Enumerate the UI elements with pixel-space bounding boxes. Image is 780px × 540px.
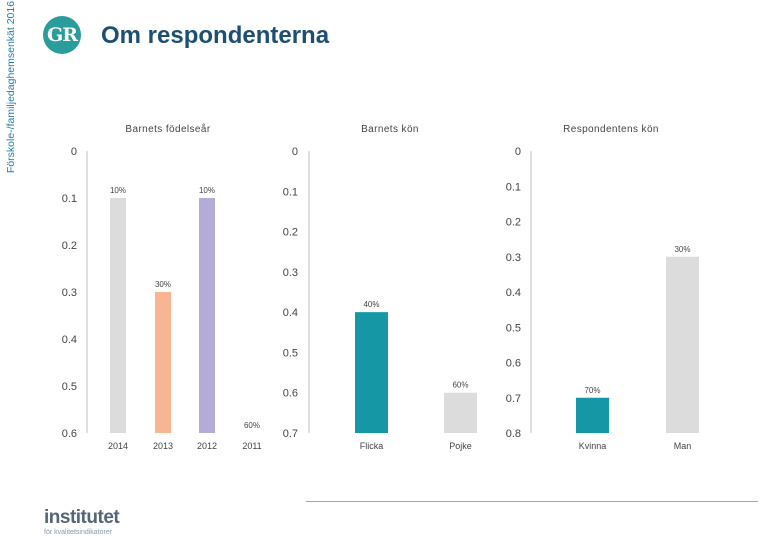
- chart-2-y-tick-label: 0.7: [283, 428, 298, 440]
- chart-2-y-tick-label: 0.3: [283, 267, 298, 279]
- gr-logo-text: GR: [46, 24, 78, 46]
- chart-3-bar-man: [666, 256, 699, 433]
- chart-1-y-tick-label: 0.1: [62, 193, 77, 205]
- chart-3-y-tick-label: 0.1: [506, 181, 521, 193]
- chart-2-y-tick-label: 0.5: [283, 347, 298, 359]
- chart-3-y-tick-label: 0.2: [506, 217, 521, 229]
- chart-2-y-tick-label: 0: [292, 146, 298, 158]
- chart-1-data-label: 60%: [244, 421, 260, 430]
- chart-2-y-tick-label: 0.1: [283, 186, 298, 198]
- footer-brand-name: institutet: [44, 507, 120, 528]
- chart-3-title: Respondentens kön: [563, 124, 659, 135]
- chart-1-category-label: 2012: [197, 441, 217, 451]
- chart-2-y-tick-label: 0.4: [283, 307, 298, 319]
- chart-1-title: Barnets födelseår: [125, 123, 210, 135]
- chart-1-category-label: 2013: [153, 441, 173, 451]
- chart-1-category-label: 2011: [242, 441, 261, 451]
- chart-1-bar-2014: [110, 198, 126, 433]
- chart-1-bar-2012: [199, 198, 215, 433]
- chart-3-y-tick-label: 0.3: [506, 252, 521, 264]
- chart-2-bar-flicka: [355, 312, 388, 433]
- chart-1-data-label: 10%: [199, 186, 215, 195]
- footer-brand-tagline: för kvalitetsindikatorer: [44, 529, 113, 536]
- chart-2-y-tick-label: 0.2: [283, 227, 298, 239]
- chart-1-category-label: 2014: [108, 441, 128, 451]
- chart-3-y-tick-label: 0.4: [506, 287, 521, 299]
- chart-1-bar-2013: [155, 292, 171, 433]
- footer-brand-logo: institutet för kvalitetsindikatorer: [44, 507, 120, 537]
- chart-3-bar-kvinna: [576, 397, 609, 433]
- chart-3-y-tick-label: 0.8: [506, 428, 521, 440]
- chart-1-y-tick-label: 0: [71, 146, 77, 158]
- chart-1-data-label: 10%: [110, 186, 126, 195]
- chart-2-data-label: 40%: [363, 300, 379, 309]
- chart-1-y-tick-label: 0.5: [62, 381, 77, 393]
- chart-2-category-label: Flicka: [360, 441, 384, 451]
- chart-2-bar-pojke: [444, 392, 477, 433]
- chart-3-category-label: Kvinna: [579, 441, 607, 451]
- page-title: Om respondenterna: [101, 22, 330, 49]
- gr-logo: GR: [43, 16, 81, 54]
- chart-1-y-tick-label: 0.3: [62, 287, 77, 299]
- chart-3-data-label: 30%: [674, 245, 690, 254]
- chart-2-data-label: 60%: [452, 381, 468, 390]
- chart-1-data-label: 30%: [155, 280, 171, 289]
- chart-1-y-tick-label: 0.2: [62, 240, 77, 252]
- chart-3-y-tick-label: 0.6: [506, 358, 521, 370]
- chart-3-y-tick-label: 0.7: [506, 393, 521, 405]
- chart-3-y-tick-label: 0.5: [506, 322, 521, 334]
- footer-divider: [306, 501, 758, 502]
- chart-2-title: Barnets kön: [361, 124, 419, 135]
- chart-3-data-label: 70%: [584, 386, 600, 395]
- chart-1-y-tick-label: 0.6: [62, 428, 77, 440]
- chart-3-category-label: Man: [674, 441, 692, 451]
- chart-1-y-tick-label: 0.4: [62, 334, 77, 346]
- chart-3-y-tick-label: 0: [515, 146, 521, 158]
- chart-2-category-label: Pojke: [449, 441, 472, 451]
- chart-2-y-tick-label: 0.6: [283, 388, 298, 400]
